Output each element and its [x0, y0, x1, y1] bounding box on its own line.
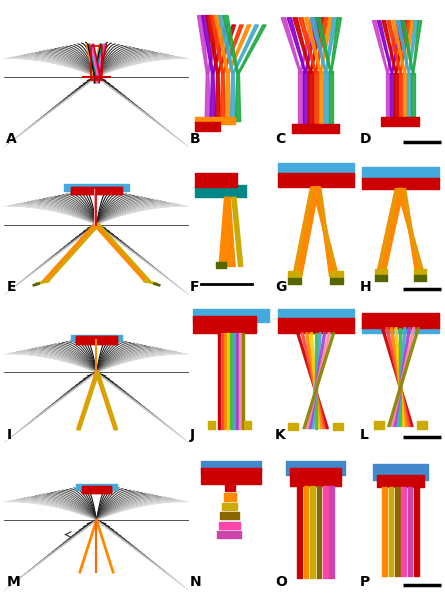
Polygon shape — [396, 20, 407, 74]
Text: B: B — [190, 132, 201, 146]
Polygon shape — [205, 73, 210, 122]
Polygon shape — [214, 16, 228, 73]
Polygon shape — [376, 188, 400, 274]
Polygon shape — [399, 328, 401, 427]
Polygon shape — [233, 25, 259, 73]
Polygon shape — [217, 25, 235, 73]
Polygon shape — [395, 328, 405, 427]
Text: C: C — [275, 132, 285, 146]
Polygon shape — [413, 20, 421, 74]
Polygon shape — [388, 328, 420, 427]
Polygon shape — [314, 187, 337, 277]
Text: K: K — [275, 428, 286, 442]
Polygon shape — [372, 20, 388, 74]
Polygon shape — [295, 187, 317, 277]
Polygon shape — [386, 328, 410, 427]
Text: A: A — [6, 132, 17, 146]
Polygon shape — [310, 18, 327, 73]
Polygon shape — [320, 18, 333, 73]
Polygon shape — [300, 18, 315, 73]
Polygon shape — [312, 333, 321, 428]
Polygon shape — [387, 20, 401, 74]
Polygon shape — [212, 25, 228, 73]
Text: J: J — [190, 428, 195, 442]
Polygon shape — [218, 16, 234, 73]
Polygon shape — [409, 20, 418, 74]
Polygon shape — [210, 16, 223, 73]
Polygon shape — [392, 20, 405, 74]
Polygon shape — [299, 18, 316, 73]
Polygon shape — [297, 333, 328, 428]
Polygon shape — [392, 20, 403, 74]
Polygon shape — [391, 328, 415, 427]
Polygon shape — [312, 187, 335, 277]
Text: E: E — [6, 280, 16, 294]
Text: N: N — [190, 575, 202, 589]
Polygon shape — [310, 333, 320, 428]
Polygon shape — [387, 20, 400, 74]
Polygon shape — [281, 18, 301, 73]
Polygon shape — [235, 73, 241, 122]
Polygon shape — [377, 20, 392, 74]
Polygon shape — [287, 18, 306, 73]
Polygon shape — [296, 187, 319, 277]
Text: M: M — [6, 575, 20, 589]
Polygon shape — [396, 20, 409, 74]
Polygon shape — [330, 18, 341, 73]
Polygon shape — [210, 73, 215, 122]
Polygon shape — [316, 18, 332, 73]
Polygon shape — [293, 18, 311, 73]
Polygon shape — [301, 333, 325, 428]
Polygon shape — [380, 188, 404, 274]
Polygon shape — [198, 16, 208, 73]
Polygon shape — [382, 20, 396, 74]
Polygon shape — [206, 16, 218, 73]
Text: O: O — [275, 575, 287, 589]
Polygon shape — [310, 18, 324, 73]
Text: P: P — [360, 575, 370, 589]
Polygon shape — [226, 73, 231, 122]
Polygon shape — [378, 188, 402, 274]
Polygon shape — [223, 16, 239, 73]
Polygon shape — [397, 188, 421, 274]
Text: G: G — [275, 280, 287, 294]
Polygon shape — [220, 73, 226, 122]
Polygon shape — [304, 18, 321, 73]
Polygon shape — [316, 187, 339, 277]
Text: L: L — [360, 428, 368, 442]
Polygon shape — [227, 25, 251, 73]
Polygon shape — [303, 333, 335, 428]
Polygon shape — [222, 25, 243, 73]
Polygon shape — [202, 16, 213, 73]
Polygon shape — [400, 188, 424, 274]
Polygon shape — [238, 25, 266, 73]
Text: F: F — [190, 280, 200, 294]
Polygon shape — [305, 18, 320, 73]
Polygon shape — [306, 333, 323, 428]
Polygon shape — [404, 20, 414, 74]
Polygon shape — [219, 197, 235, 266]
Text: H: H — [360, 280, 371, 294]
Polygon shape — [231, 73, 235, 122]
Polygon shape — [315, 333, 317, 428]
Text: D: D — [360, 132, 371, 146]
Polygon shape — [293, 187, 316, 277]
Polygon shape — [315, 18, 328, 73]
Polygon shape — [400, 20, 411, 74]
Polygon shape — [399, 188, 422, 274]
Polygon shape — [401, 20, 413, 74]
Text: I: I — [6, 428, 12, 442]
Polygon shape — [393, 328, 410, 427]
Polygon shape — [232, 197, 243, 266]
Polygon shape — [325, 18, 337, 73]
Polygon shape — [396, 328, 406, 427]
Polygon shape — [306, 333, 330, 428]
Polygon shape — [381, 328, 413, 427]
Polygon shape — [207, 25, 220, 73]
Polygon shape — [309, 333, 326, 428]
Polygon shape — [390, 328, 407, 427]
Polygon shape — [215, 73, 220, 122]
Bar — [91, 46, 102, 80]
